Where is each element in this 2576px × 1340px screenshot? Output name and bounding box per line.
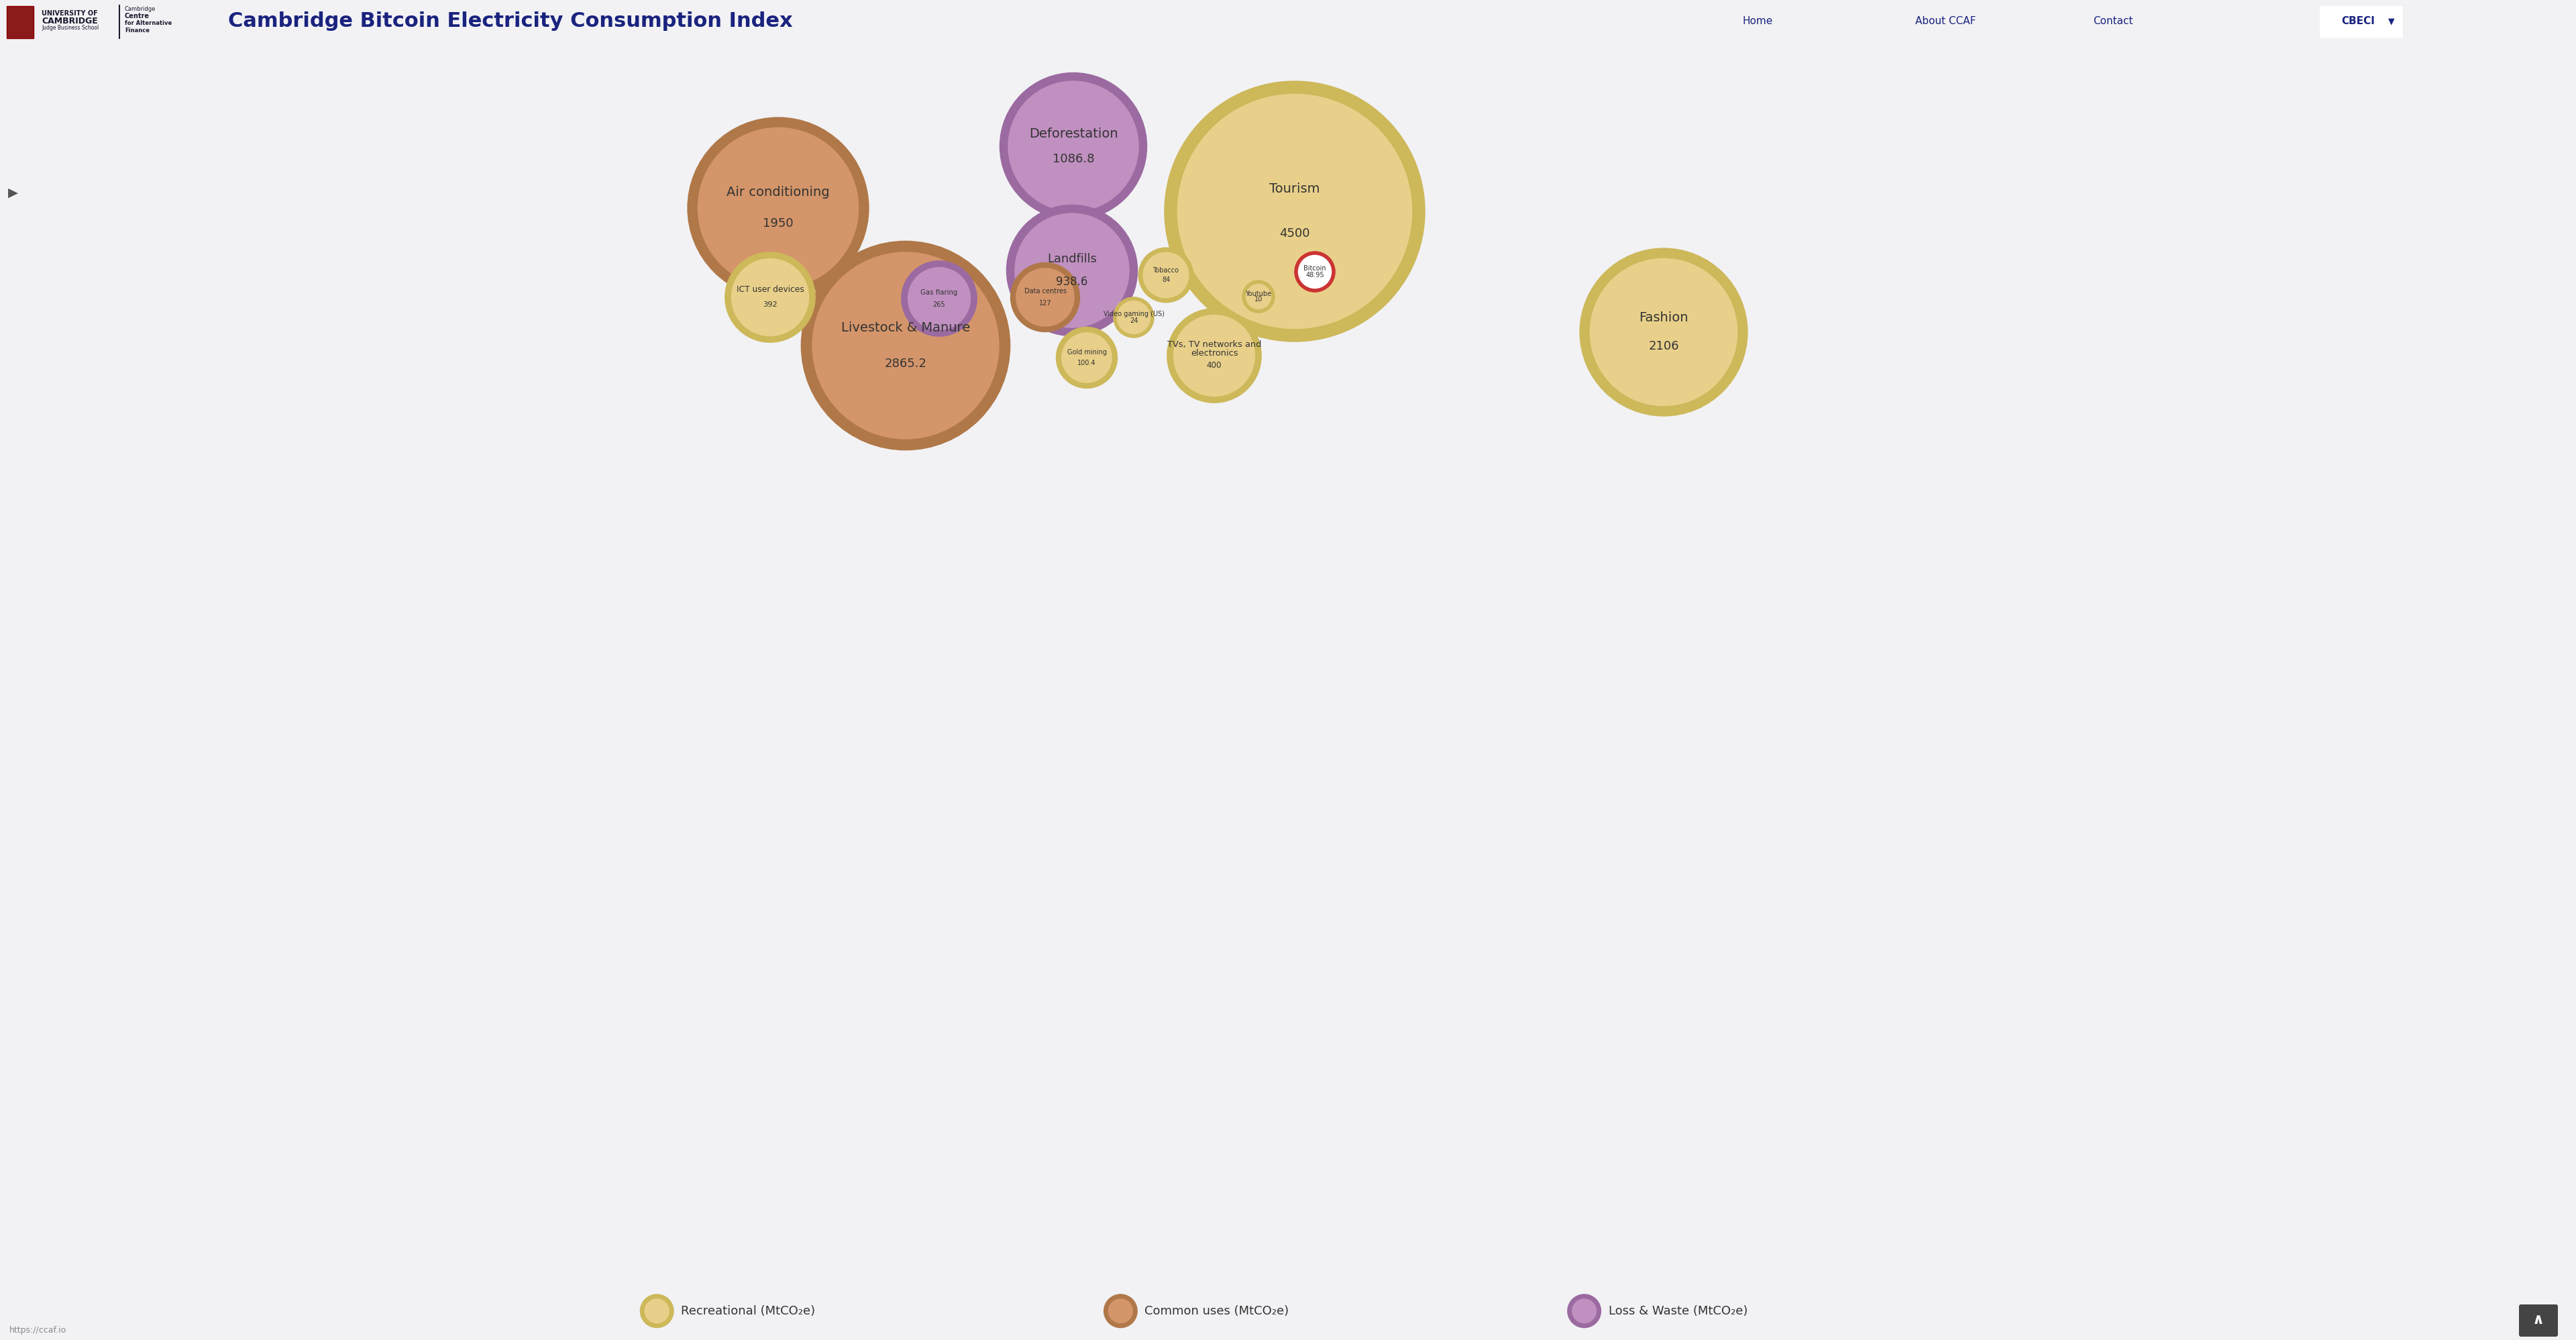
Text: Livestock & Manure: Livestock & Manure xyxy=(842,322,971,334)
Circle shape xyxy=(1170,87,1419,335)
Text: Gold mining: Gold mining xyxy=(1066,350,1108,356)
Circle shape xyxy=(1296,253,1334,291)
Text: 1086.8: 1086.8 xyxy=(1054,153,1095,165)
Text: Loss & Waste (MtCO₂e): Loss & Waste (MtCO₂e) xyxy=(1607,1305,1747,1317)
Text: CAMBRIDGE: CAMBRIDGE xyxy=(41,17,98,25)
Text: 4500: 4500 xyxy=(1280,228,1311,240)
Text: Air conditioning: Air conditioning xyxy=(726,186,829,198)
Text: About CCAF: About CCAF xyxy=(1914,16,1976,27)
FancyBboxPatch shape xyxy=(2321,7,2403,39)
Text: for Alternative: for Alternative xyxy=(124,20,173,27)
Text: 2106: 2106 xyxy=(1649,340,1680,352)
Circle shape xyxy=(1005,76,1144,216)
Text: 938.6: 938.6 xyxy=(1056,276,1087,288)
Text: 400: 400 xyxy=(1206,360,1221,370)
Text: 265: 265 xyxy=(933,302,945,308)
Text: electronics: electronics xyxy=(1190,348,1239,358)
Text: ▶: ▶ xyxy=(8,186,18,200)
Text: Finance: Finance xyxy=(124,28,149,34)
Text: Gas flaring: Gas flaring xyxy=(920,289,958,296)
Text: Home: Home xyxy=(1741,16,1772,27)
Circle shape xyxy=(729,255,811,339)
Circle shape xyxy=(1115,299,1151,336)
Text: https://ccaf.io: https://ccaf.io xyxy=(10,1325,67,1335)
Text: Common uses (MtCO₂e): Common uses (MtCO₂e) xyxy=(1144,1305,1288,1317)
Text: 1950: 1950 xyxy=(762,217,793,229)
Text: 127: 127 xyxy=(1038,300,1051,307)
Text: Cambridge Bitcoin Electricity Consumption Index: Cambridge Bitcoin Electricity Consumptio… xyxy=(229,12,793,31)
Circle shape xyxy=(693,122,863,293)
Text: Landfills: Landfills xyxy=(1048,253,1097,265)
Text: Video gaming (US): Video gaming (US) xyxy=(1103,311,1164,318)
Circle shape xyxy=(1244,281,1273,311)
Text: 24: 24 xyxy=(1128,318,1139,324)
Text: Cambridge: Cambridge xyxy=(124,7,157,12)
FancyBboxPatch shape xyxy=(8,7,33,39)
Text: 84: 84 xyxy=(1162,276,1170,283)
Text: UNIVERSITY OF: UNIVERSITY OF xyxy=(41,11,98,17)
Text: Contact: Contact xyxy=(2094,16,2133,27)
Circle shape xyxy=(904,264,974,334)
Circle shape xyxy=(1569,1296,1600,1325)
Circle shape xyxy=(641,1296,672,1325)
Text: 392: 392 xyxy=(762,302,778,308)
Text: Tourism: Tourism xyxy=(1270,182,1319,196)
Text: TVs, TV networks and: TVs, TV networks and xyxy=(1167,340,1262,348)
Text: 48.95: 48.95 xyxy=(1306,272,1324,279)
Circle shape xyxy=(1584,253,1744,411)
Text: Deforestation: Deforestation xyxy=(1028,127,1118,141)
Text: 100.4: 100.4 xyxy=(1077,359,1095,366)
Circle shape xyxy=(1010,209,1133,332)
Circle shape xyxy=(1141,249,1193,300)
Circle shape xyxy=(1012,265,1077,330)
Text: Judge Business School: Judge Business School xyxy=(41,25,98,31)
Text: 10: 10 xyxy=(1255,296,1262,303)
Circle shape xyxy=(1170,311,1260,399)
Circle shape xyxy=(1105,1296,1136,1325)
Text: ∧: ∧ xyxy=(2532,1313,2545,1327)
Text: ▼: ▼ xyxy=(2388,17,2396,25)
Text: Recreational (MtCO₂e): Recreational (MtCO₂e) xyxy=(680,1305,814,1317)
Text: Data centres: Data centres xyxy=(1025,288,1066,295)
Text: Tobacco: Tobacco xyxy=(1154,267,1180,273)
Text: Bitcoin: Bitcoin xyxy=(1303,265,1327,272)
Circle shape xyxy=(1059,330,1115,386)
Text: Fashion: Fashion xyxy=(1638,311,1687,324)
Text: Youtube: Youtube xyxy=(1244,291,1273,297)
Text: 2865.2: 2865.2 xyxy=(884,358,927,370)
Text: ICT user devices: ICT user devices xyxy=(737,285,804,293)
Text: CBECI: CBECI xyxy=(2342,16,2375,27)
Text: Centre: Centre xyxy=(124,13,149,20)
FancyBboxPatch shape xyxy=(2519,1304,2558,1336)
Circle shape xyxy=(806,247,1005,445)
